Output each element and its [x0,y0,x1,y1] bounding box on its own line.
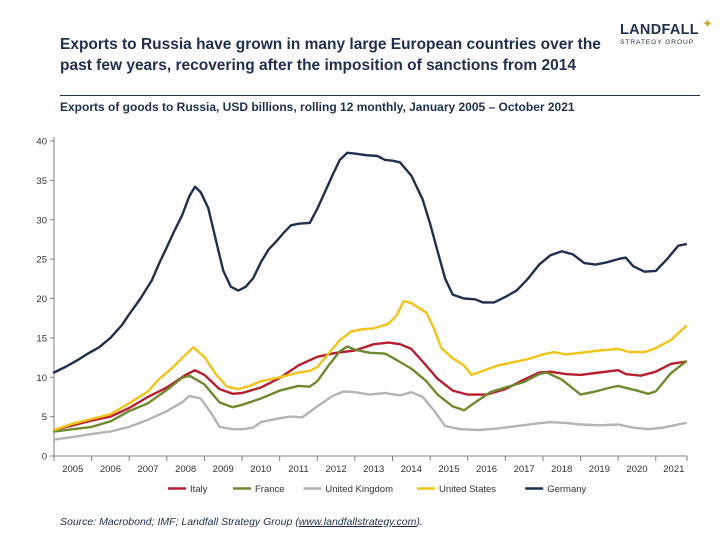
logo-name: LANDFALL [620,22,699,38]
x-tick-label: 2019 [589,464,610,475]
series-line-france [52,345,688,433]
series-line-germany [52,151,688,374]
chart-title: Exports of goods to Russia, USD billions… [60,100,575,114]
x-tick-label: 2020 [626,464,647,475]
x-tick-label: 2015 [438,464,459,475]
x-tick-label: 2012 [326,464,347,475]
x-tick-label: 2013 [363,464,384,475]
series-line-united-states [52,299,688,432]
landfall-logo: ✦ LANDFALL STRATEGY GROUP [620,16,713,46]
x-tick-label: 2017 [514,464,535,475]
source-note: Source: Macrobond; IMF; Landfall Strateg… [60,516,423,528]
y-tick-label: 25 [36,255,47,266]
x-tick-label: 2014 [401,464,422,475]
x-tick-label: 2021 [663,464,684,475]
header-divider [60,95,700,96]
y-tick-label: 15 [36,333,47,344]
headline: Exports to Russia have grown in many lar… [60,36,601,74]
y-tick-label: 35 [36,176,47,187]
legend-label: Italy [190,484,208,495]
x-tick-label: 2010 [250,464,271,475]
source-suffix: ). [416,516,423,528]
legend-label: United States [439,484,496,495]
logo-subtitle: STRATEGY GROUP [620,39,695,46]
x-tick-label: 2011 [288,464,308,475]
y-tick-label: 40 [36,137,47,148]
star-icon: ✦ [702,16,713,31]
y-tick-label: 30 [36,215,47,226]
legend-label: Germany [547,484,586,495]
x-tick-label: 2008 [175,464,196,475]
x-tick-label: 2005 [62,464,83,475]
source-text: Source: Macrobond; IMF; Landfall Strateg… [60,516,299,528]
y-tick-label: 20 [36,294,47,305]
x-tick-label: 2009 [213,464,234,475]
exports-chart: 0 5 10 15 20 25 30 35 40 2005 2006 2007 2008 2009 2010… [36,137,688,495]
legend-label: United Kingdom [325,484,393,495]
x-tick-label: 2018 [551,464,572,475]
legend-label: France [255,484,285,495]
y-tick-label: 10 [36,373,47,384]
x-tick-label: 2007 [137,464,158,475]
y-tick-label: 5 [42,412,47,423]
x-tick-label: 2016 [476,464,497,475]
y-tick-label: 0 [42,452,47,463]
series-line-united-kingdom [52,390,688,441]
source-link[interactable]: www.landfallstrategy.com [298,516,417,528]
series-line-italy [52,341,688,432]
x-tick-label: 2006 [100,464,121,475]
